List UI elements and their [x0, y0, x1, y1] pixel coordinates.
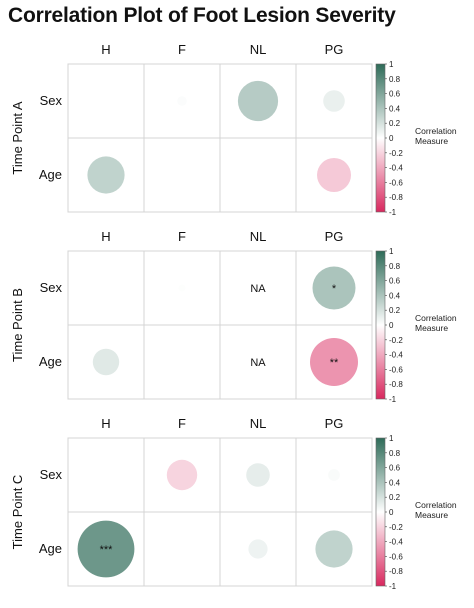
colorbar-tick-label: -0.8 — [389, 567, 403, 576]
panel-svg: Time Point C H F NL PG Sex Age *** 1 0.8 0.6 0.4 0.2… — [10, 416, 457, 591]
correlation-circle — [237, 80, 279, 122]
column-label: PG — [325, 42, 344, 57]
column-label: NL — [250, 229, 267, 244]
correlation-circle — [246, 463, 270, 487]
colorbar-tick-label: -1 — [389, 582, 397, 591]
column-label: F — [178, 416, 186, 431]
row-label: Age — [39, 541, 62, 556]
colorbar-tick-label: -0.8 — [389, 380, 403, 389]
colorbar-tick-label: -0.6 — [389, 552, 403, 561]
colorbar-tick-label: -0.8 — [389, 193, 403, 202]
correlation-circle — [87, 156, 125, 194]
column-label: PG — [325, 229, 344, 244]
correlation-circle — [317, 158, 351, 192]
colorbar-tick-label: 0.2 — [389, 306, 401, 315]
column-label: NL — [250, 416, 267, 431]
significance-label: ** — [330, 357, 339, 369]
colorbar-tick-label: -0.2 — [389, 336, 403, 345]
correlation-circle — [310, 338, 358, 386]
colorbar-tick-label: 0.4 — [389, 104, 401, 113]
colorbar-tick-label: -1 — [389, 395, 397, 404]
legend-title-line2: Measure — [415, 510, 448, 520]
row-label: Sex — [40, 280, 63, 295]
colorbar-tick-label: 0.2 — [389, 493, 401, 502]
correlation-circle — [315, 530, 353, 568]
colorbar-tick-label: 0 — [389, 508, 394, 517]
column-label: PG — [325, 416, 344, 431]
column-label: H — [101, 229, 110, 244]
colorbar-tick-label: 0.6 — [389, 464, 401, 473]
colorbar-tick-label: 0.6 — [389, 90, 401, 99]
row-label: Age — [39, 354, 62, 369]
panel-label: Time Point B — [10, 288, 25, 362]
na-label: NA — [250, 283, 266, 295]
colorbar — [376, 251, 385, 399]
colorbar-tick-label: 0.8 — [389, 449, 401, 458]
colorbar-tick-label: 1 — [389, 434, 394, 443]
colorbar-tick-label: 0.6 — [389, 277, 401, 286]
colorbar — [376, 438, 385, 586]
colorbar-tick-label: 1 — [389, 60, 394, 69]
row-label: Sex — [40, 93, 63, 108]
colorbar-tick-label: -0.2 — [389, 523, 403, 532]
significance-label: * — [332, 283, 337, 295]
panel-time-point-a: Time Point A H F NL PG Sex Age 1 0.8 0.6 0.4 0.2 0 -0… — [0, 38, 474, 228]
colorbar-tick-label: -0.4 — [389, 538, 403, 547]
colorbar-tick-label: -0.4 — [389, 164, 403, 173]
panel-label: Time Point C — [10, 475, 25, 550]
colorbar-tick-label: -0.6 — [389, 178, 403, 187]
colorbar-tick-label: 0.2 — [389, 119, 401, 128]
chart-title: Correlation Plot of Foot Lesion Severity — [8, 4, 396, 27]
colorbar — [376, 64, 385, 212]
colorbar-tick-label: -0.4 — [389, 351, 403, 360]
correlation-circle — [92, 348, 120, 376]
correlation-circle — [178, 284, 186, 292]
panel-time-point-c: Time Point C H F NL PG Sex Age *** 1 0.8 0.6 0.4 0.2… — [0, 412, 474, 602]
legend-title-line1: Correlation — [415, 126, 457, 136]
correlation-circle — [77, 520, 135, 578]
colorbar-tick-label: -0.6 — [389, 365, 403, 374]
significance-label: *** — [100, 544, 114, 556]
colorbar-tick-label: -1 — [389, 208, 397, 217]
correlation-circle — [323, 90, 345, 112]
correlation-circle — [248, 539, 268, 559]
colorbar-tick-label: 1 — [389, 247, 394, 256]
colorbar-tick-label: 0 — [389, 321, 394, 330]
panel-svg: Time Point B H F NL PG Sex Age NA * NA ** 1 0.8 0.6 0.… — [10, 229, 457, 404]
row-label: Sex — [40, 467, 63, 482]
colorbar-tick-label: 0 — [389, 134, 394, 143]
panel-time-point-b: Time Point B H F NL PG Sex Age NA * NA ** 1 0.8 0.6 0.… — [0, 225, 474, 415]
correlation-circle — [166, 459, 198, 491]
panel-label: Time Point A — [10, 101, 25, 175]
colorbar-tick-label: 0.8 — [389, 262, 401, 271]
legend-title-line1: Correlation — [415, 313, 457, 323]
correlation-circle — [177, 96, 187, 106]
legend-title-line1: Correlation — [415, 500, 457, 510]
correlation-circle — [328, 469, 340, 481]
na-label: NA — [250, 357, 266, 369]
panel-svg: Time Point A H F NL PG Sex Age 1 0.8 0.6 0.4 0.2 0 -0… — [10, 42, 457, 217]
correlation-circle — [312, 266, 356, 310]
column-label: F — [178, 42, 186, 57]
legend-title-line2: Measure — [415, 323, 448, 333]
colorbar-tick-label: 0.8 — [389, 75, 401, 84]
column-label: NL — [250, 42, 267, 57]
column-label: H — [101, 416, 110, 431]
colorbar-tick-label: 0.4 — [389, 291, 401, 300]
column-label: H — [101, 42, 110, 57]
column-label: F — [178, 229, 186, 244]
row-label: Age — [39, 167, 62, 182]
colorbar-tick-label: 0.4 — [389, 478, 401, 487]
colorbar-tick-label: -0.2 — [389, 149, 403, 158]
legend-title-line2: Measure — [415, 136, 448, 146]
